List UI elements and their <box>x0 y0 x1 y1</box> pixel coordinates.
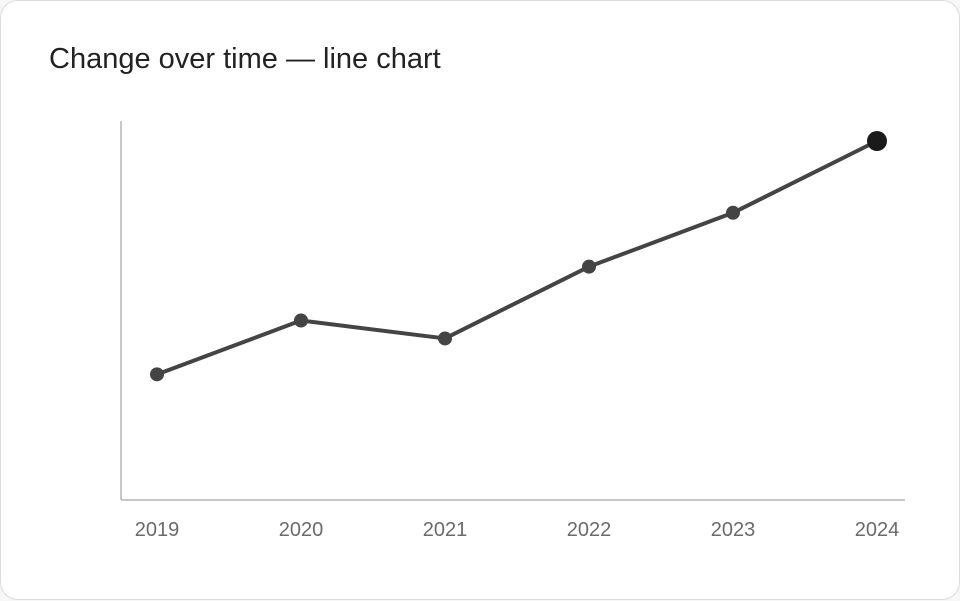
x-tick-label: 2022 <box>567 519 612 541</box>
chart-title: Change over time — line chart <box>49 43 441 75</box>
x-tick-label: 2020 <box>279 519 324 541</box>
data-point <box>438 331 452 346</box>
x-tick-label: 2024 <box>855 519 900 541</box>
data-point <box>150 367 164 382</box>
data-points <box>150 131 887 382</box>
x-tick-label: 2019 <box>135 519 180 541</box>
x-tick-label: 2021 <box>423 519 468 541</box>
series-line <box>155 139 879 377</box>
data-point <box>294 313 308 328</box>
x-tick-label: 2023 <box>711 519 756 541</box>
data-point <box>582 259 596 274</box>
x-tick-labels: 2019 2020 2021 2022 2023 2024 <box>135 519 900 541</box>
data-point <box>726 205 740 220</box>
data-point-highlight <box>867 131 887 151</box>
